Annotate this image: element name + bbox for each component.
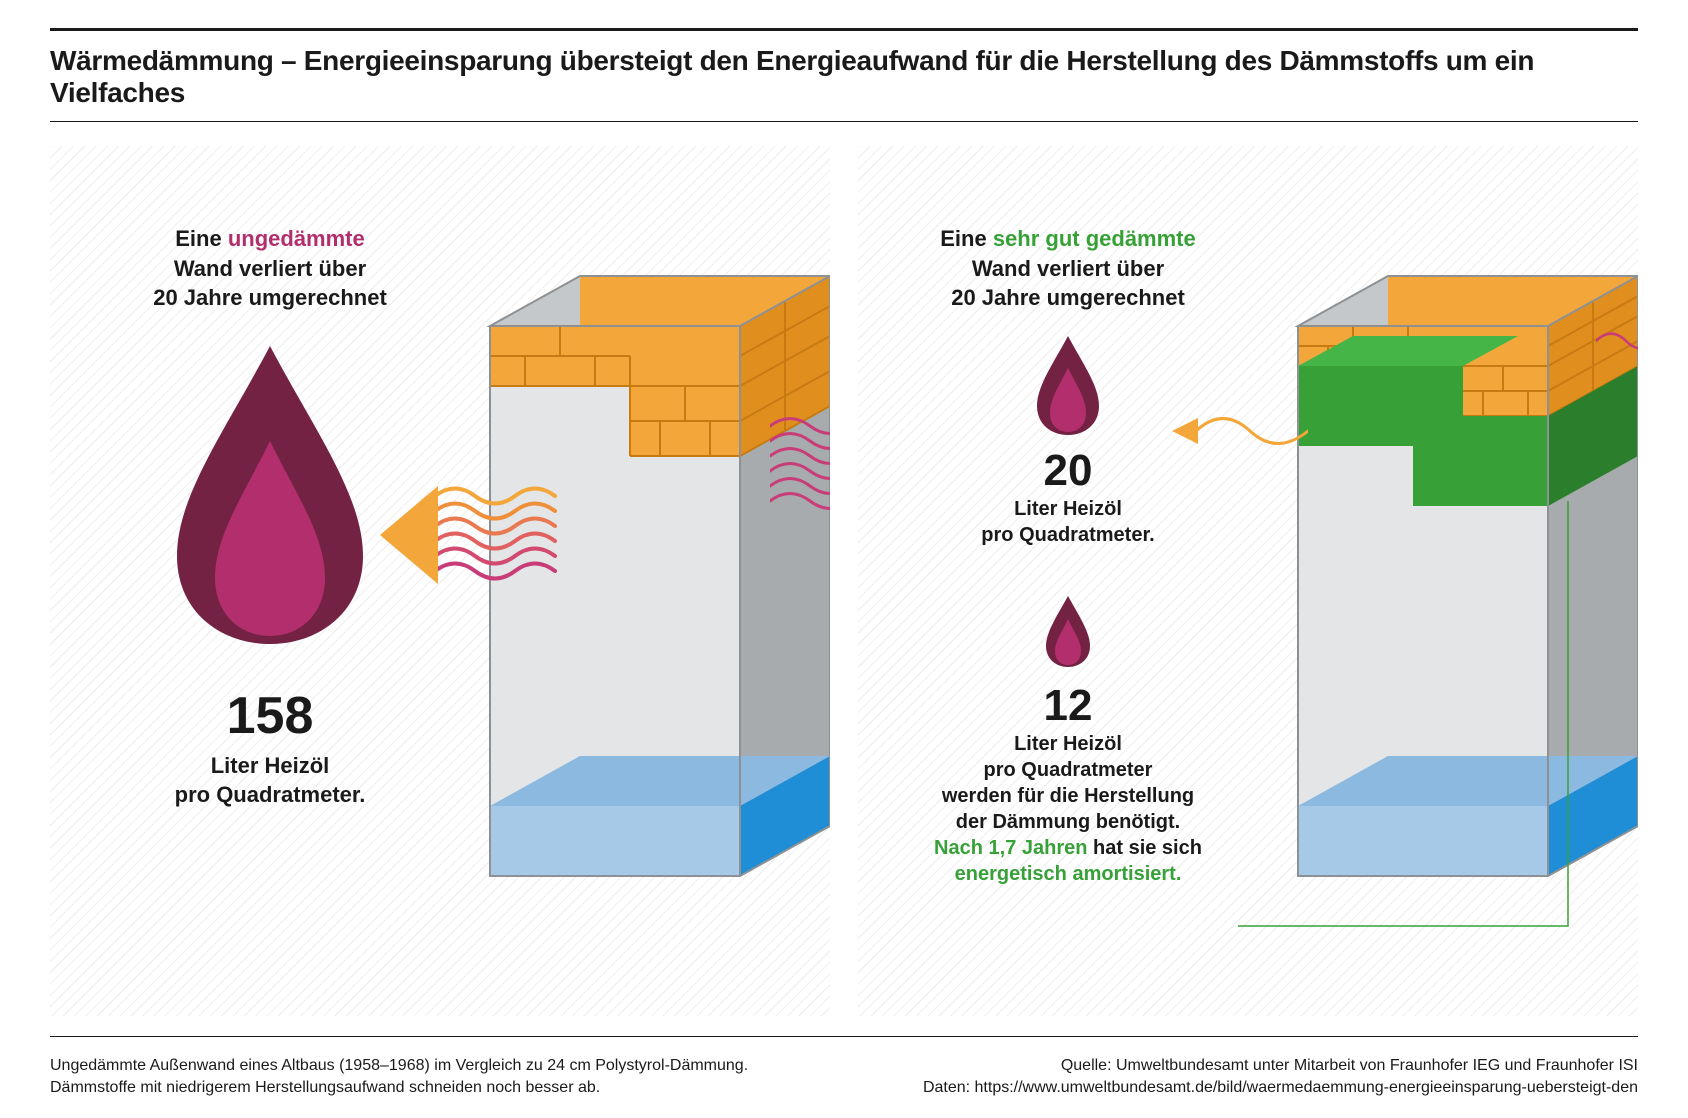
- panels-row: Eine ungedämmte Wand verliert über 20 Ja…: [50, 146, 1638, 1016]
- right-amort-l1b: hat sie sich: [1093, 837, 1202, 859]
- heat-escape-icon: [770, 411, 830, 521]
- flame-large-icon: [165, 346, 375, 646]
- footer: Ungedämmte Außenwand eines Altbaus (1958…: [50, 1055, 1638, 1100]
- right-unit-a1: Liter Heizöl: [1014, 498, 1122, 520]
- left-intro-pre: Eine: [175, 226, 228, 251]
- heat-arrow-small-icon: [1158, 396, 1308, 466]
- panel-insulated: Eine sehr gut gedämmte Wand verliert übe…: [858, 146, 1638, 1016]
- footnote-left-l1: Ungedämmte Außenwand eines Altbaus (1958…: [50, 1055, 748, 1077]
- right-amort-l1a: Nach 1,7 Jahren: [934, 837, 1093, 859]
- page-title: Wärmedämmung – Energieeinsparung überste…: [50, 31, 1638, 121]
- right-intro-hl: sehr gut gedämmte: [993, 226, 1196, 251]
- right-intro-l2: Wand verliert über: [972, 256, 1164, 281]
- data-link: Daten: https://www.umweltbundesamt.de/bi…: [923, 1077, 1638, 1099]
- wall-insulated-illustration: [1238, 206, 1638, 946]
- left-intro-l2: Wand verliert über: [174, 256, 366, 281]
- right-value-b: 12: [888, 681, 1248, 731]
- right-unit-b2: pro Quadratmeter: [984, 759, 1153, 781]
- left-intro: Eine ungedämmte Wand verliert über 20 Ja…: [110, 224, 430, 313]
- left-unit-l2: pro Quadratmeter.: [175, 782, 366, 807]
- footnote-left-l2: Dämmstoffe mit niedrigerem Herstellungsa…: [50, 1077, 748, 1099]
- left-intro-l3: 20 Jahre umgerechnet: [153, 285, 387, 310]
- source-line: Quelle: Umweltbundesamt unter Mitarbeit …: [923, 1055, 1638, 1077]
- right-intro-l3: 20 Jahre umgerechnet: [951, 285, 1185, 310]
- right-unit-b3: werden für die Herstellung: [942, 785, 1194, 807]
- left-unit-l1: Liter Heizöl: [211, 753, 330, 778]
- heat-arrow-large-icon: [380, 466, 570, 616]
- panel-uninsulated: Eine ungedämmte Wand verliert über 20 Ja…: [50, 146, 830, 1016]
- flame-medium-icon: [1033, 336, 1103, 436]
- right-unit-b1: Liter Heizöl: [1014, 733, 1122, 755]
- right-unit-a2: pro Quadratmeter.: [981, 524, 1154, 546]
- right-unit-b4: der Dämmung benötigt.: [956, 811, 1180, 833]
- heat-escape-small-icon: [1596, 326, 1638, 356]
- right-amort-l2: energetisch amortisiert.: [955, 863, 1182, 885]
- footer-rule: [50, 1036, 1638, 1037]
- right-intro-pre: Eine: [940, 226, 993, 251]
- title-underline: [50, 121, 1638, 122]
- flame-small-icon: [1043, 596, 1093, 668]
- left-intro-hl: ungedämmte: [228, 226, 365, 251]
- left-value: 158: [110, 686, 430, 746]
- right-intro: Eine sehr gut gedämmte Wand verliert übe…: [898, 224, 1238, 313]
